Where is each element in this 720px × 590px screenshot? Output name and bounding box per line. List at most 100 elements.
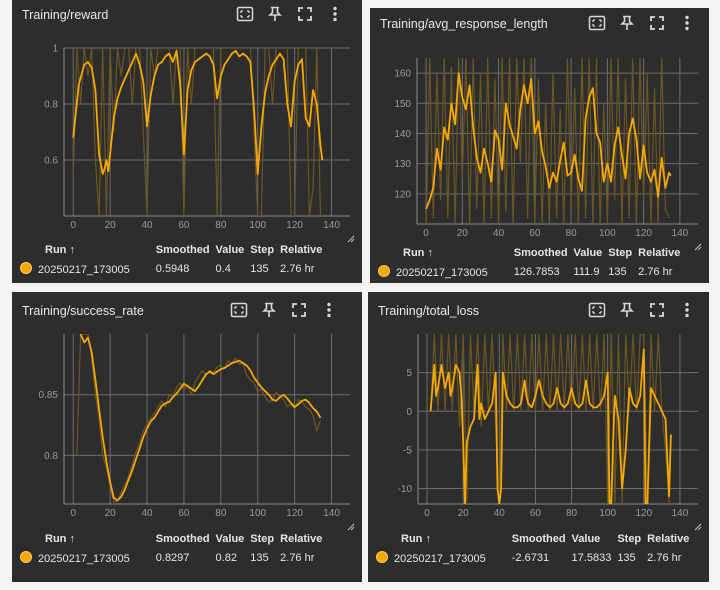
legend-value-value: 111.9: [573, 266, 600, 278]
legend-header-relative: Relative: [647, 533, 690, 545]
run-color-dot: [378, 265, 390, 277]
fullscreen-icon[interactable]: [642, 12, 672, 34]
resize-handle: [694, 243, 702, 251]
raw-series-line: [76, 334, 322, 503]
more-vert-icon[interactable]: [320, 3, 350, 25]
run-legend: Run ↑ Smoothed Value Step Relative 20250217_1…: [376, 530, 695, 568]
x-tick-label: 60: [178, 508, 190, 519]
pin-icon[interactable]: [612, 299, 642, 321]
x-tick-label: 80: [215, 220, 227, 231]
fit-screen-icon[interactable]: [230, 3, 260, 25]
legend-header-run[interactable]: Run ↑: [403, 247, 433, 259]
x-tick-label: 140: [323, 508, 340, 519]
legend-header-step: Step: [608, 247, 633, 259]
pin-icon[interactable]: [254, 299, 284, 321]
fit-screen-icon[interactable]: [582, 12, 612, 34]
legend-run-cell: 20250217_173005: [20, 259, 136, 279]
legend-relative-value: 2.76 hr: [280, 552, 315, 564]
run-name: 20250217_173005: [396, 267, 488, 279]
more-vert-icon[interactable]: [314, 299, 344, 321]
legend-header-value: Value: [215, 244, 245, 256]
legend-run-cell: 20250217_173005: [378, 262, 494, 282]
y-tick-label: 130: [394, 159, 411, 170]
more-vert-icon[interactable]: [672, 12, 702, 34]
raw-series-line: [425, 58, 670, 224]
x-tick-label: 60: [530, 508, 542, 519]
run-color-dot: [20, 551, 32, 563]
x-tick-label: 60: [178, 220, 190, 231]
card-toolbar: [230, 3, 350, 25]
legend-step-value: 135: [250, 552, 269, 564]
x-tick-label: 80: [566, 508, 578, 519]
x-tick-label: 40: [141, 220, 153, 231]
legend-row[interactable]: 20250217_173005 -2.6731 17.5833 135 2.76 hr: [376, 548, 695, 568]
legend-header-value: Value: [573, 247, 603, 259]
legend-header-run[interactable]: Run ↑: [45, 244, 75, 256]
chart-card-total-loss: Training/total_loss -10 -5 0 5 0 20 40 60 80 100 1…: [368, 292, 709, 582]
legend-relative-value: 2.76 hr: [280, 263, 315, 275]
legend-row[interactable]: 20250217_173005 0.8297 0.82 135 2.76 hr: [20, 548, 328, 568]
legend-smoothed-value: 0.8297: [155, 552, 190, 564]
y-tick-label: 0: [406, 407, 412, 418]
legend-header-value: Value: [571, 533, 601, 545]
legend-header-smoothed: Smoothed: [155, 533, 210, 545]
chart-card-avg-response-length: Training/avg_response_length 120 130 140 15…: [370, 8, 709, 283]
legend-header-run[interactable]: Run ↑: [401, 533, 431, 545]
legend-relative-value: 2.76 hr: [647, 552, 682, 564]
smoothed-series-line: [429, 348, 672, 504]
smoothed-series-line: [79, 334, 322, 502]
card-toolbar: [582, 12, 702, 34]
chart-title: Training/total_loss: [378, 304, 479, 318]
legend-header-relative: Relative: [280, 244, 323, 256]
fit-screen-icon[interactable]: [582, 299, 612, 321]
resize-handle: [347, 235, 355, 243]
fullscreen-icon[interactable]: [642, 299, 672, 321]
y-tick-label: -10: [398, 484, 413, 495]
legend-row[interactable]: 20250217_173005 0.5948 0.4 135 2.76 hr: [20, 259, 328, 279]
legend-step-value: 135: [617, 552, 636, 564]
legend-value-value: 0.82: [215, 552, 237, 564]
card-toolbar: [582, 299, 702, 321]
resize-handle: [694, 523, 702, 531]
run-name: 20250217_173005: [394, 553, 486, 565]
raw-series-line: [430, 334, 670, 504]
x-tick-label: 80: [215, 508, 227, 519]
x-tick-label: 0: [424, 508, 430, 519]
x-tick-label: 60: [529, 228, 541, 239]
legend-smoothed-value: -2.6731: [511, 552, 550, 564]
y-tick-label: 120: [394, 189, 411, 200]
x-tick-label: 80: [566, 228, 578, 239]
legend-value-value: 17.5833: [571, 552, 612, 564]
chart-title: Training/avg_response_length: [380, 17, 548, 31]
legend-row[interactable]: 20250217_173005 126.7853 111.9 135 2.76 hr: [378, 262, 686, 282]
run-legend: Run ↑ Smoothed Value Step Relative 20250217_1…: [378, 244, 686, 282]
y-tick-label: 160: [394, 69, 411, 80]
x-tick-label: 20: [105, 508, 117, 519]
chart-card-reward: Training/reward 0.6 0.8 1 0 20 40 60 80 100 120 14…: [12, 0, 362, 283]
x-tick-label: 100: [249, 508, 266, 519]
line-chart[interactable]: 0.8 0.85 0 20 40 60 80 100 120 140: [12, 320, 362, 534]
line-chart[interactable]: -10 -5 0 5 0 20 40 60 80 100 120 140: [368, 320, 709, 534]
legend-header-smoothed: Smoothed: [511, 533, 566, 545]
legend-header-step: Step: [617, 533, 642, 545]
more-vert-icon[interactable]: [672, 299, 702, 321]
x-tick-label: 120: [635, 228, 652, 239]
fullscreen-icon[interactable]: [290, 3, 320, 25]
legend-step-value: 135: [608, 266, 627, 278]
card-toolbar: [224, 299, 344, 321]
y-tick-label: 0.6: [44, 156, 58, 167]
fit-screen-icon[interactable]: [224, 299, 254, 321]
pin-icon[interactable]: [612, 12, 642, 34]
chart-title: Training/reward: [22, 8, 109, 22]
chart-card-success-rate: Training/success_rate 0.8 0.85 0 20 40 60 80 10…: [12, 292, 362, 582]
legend-header-run[interactable]: Run ↑: [45, 533, 75, 545]
legend-smoothed-value: 0.5948: [155, 263, 190, 275]
x-tick-label: 20: [457, 228, 469, 239]
pin-icon[interactable]: [260, 3, 290, 25]
line-chart[interactable]: 0.6 0.8 1 0 20 40 60 80 100 120 140: [12, 20, 362, 243]
line-chart[interactable]: 120 130 140 150 160 0 20 40 60 80 100 120 140: [370, 36, 709, 251]
chart-title: Training/success_rate: [22, 304, 144, 318]
resize-handle: [347, 523, 355, 531]
fullscreen-icon[interactable]: [284, 299, 314, 321]
y-tick-label: 0.8: [44, 451, 58, 462]
